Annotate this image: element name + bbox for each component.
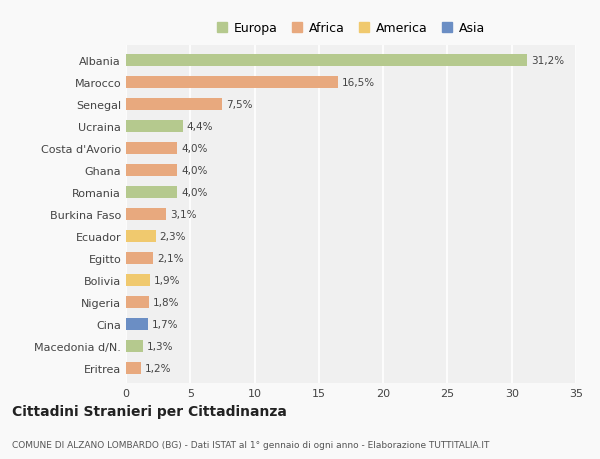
Bar — [126, 143, 178, 155]
Bar — [126, 121, 182, 133]
Bar — [126, 77, 338, 89]
Text: 1,3%: 1,3% — [146, 341, 173, 351]
Text: 1,7%: 1,7% — [152, 319, 178, 329]
Bar — [126, 362, 142, 374]
Text: 1,8%: 1,8% — [153, 297, 179, 307]
Text: 16,5%: 16,5% — [342, 78, 375, 88]
Text: 2,3%: 2,3% — [160, 231, 186, 241]
Bar — [126, 208, 166, 221]
Text: 4,0%: 4,0% — [181, 166, 208, 176]
Legend: Europa, Africa, America, Asia: Europa, Africa, America, Asia — [214, 18, 488, 39]
Bar — [126, 252, 153, 264]
Bar — [126, 340, 143, 352]
Text: 4,0%: 4,0% — [181, 144, 208, 154]
Bar — [126, 274, 151, 286]
Bar — [126, 99, 223, 111]
Bar — [126, 318, 148, 330]
Text: 2,1%: 2,1% — [157, 253, 184, 263]
Text: 1,2%: 1,2% — [145, 363, 172, 373]
Bar — [126, 230, 155, 242]
Text: 1,9%: 1,9% — [154, 275, 181, 285]
Text: 7,5%: 7,5% — [226, 100, 253, 110]
Text: 31,2%: 31,2% — [531, 56, 564, 66]
Text: 4,4%: 4,4% — [187, 122, 213, 132]
Bar — [126, 55, 527, 67]
Text: COMUNE DI ALZANO LOMBARDO (BG) - Dati ISTAT al 1° gennaio di ogni anno - Elabora: COMUNE DI ALZANO LOMBARDO (BG) - Dati IS… — [12, 441, 490, 449]
Bar — [126, 187, 178, 199]
Text: Cittadini Stranieri per Cittadinanza: Cittadini Stranieri per Cittadinanza — [12, 404, 287, 419]
Bar — [126, 296, 149, 308]
Text: 3,1%: 3,1% — [170, 210, 196, 219]
Text: 4,0%: 4,0% — [181, 188, 208, 198]
Bar — [126, 165, 178, 177]
